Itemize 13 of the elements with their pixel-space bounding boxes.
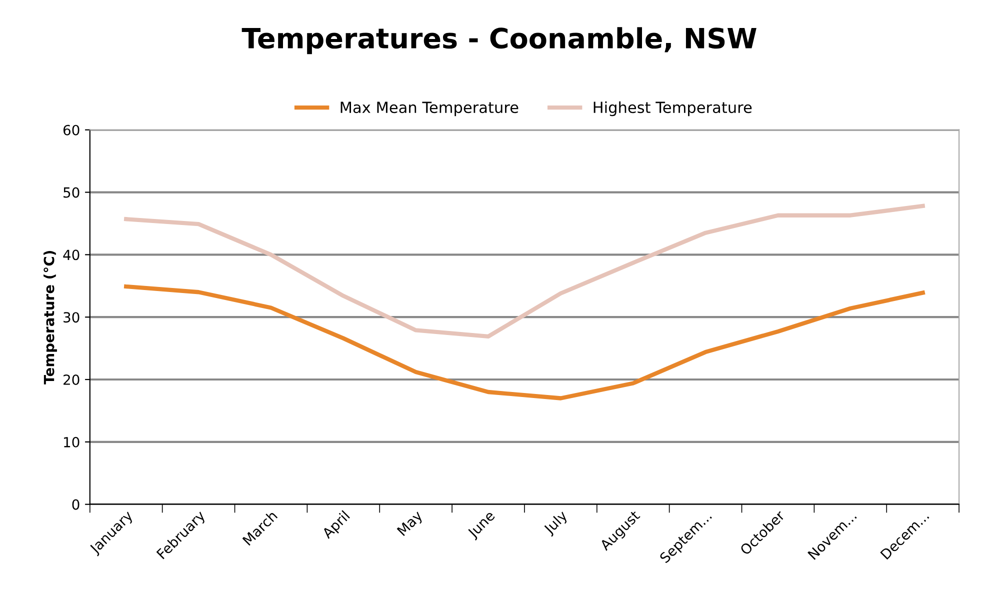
y-tick-label: 40 (63, 250, 80, 260)
legend-label: Highest Temperature (594, 101, 752, 116)
chart-title: Temperatures - Coonamble, NSW (242, 27, 756, 54)
line-series (124, 204, 925, 339)
y-tick-label: 20 (64, 374, 80, 385)
y-tick-label: 30 (64, 312, 80, 323)
y-tick-label: 10 (64, 436, 80, 448)
line-series (124, 284, 925, 400)
y-tick-label: 60 (63, 124, 80, 136)
y-tick-label: 0 (72, 499, 80, 510)
y-tick-label: 50 (64, 187, 80, 198)
legend-label: Max Mean Temperature (340, 102, 518, 116)
y-axis-title: Temperature (°C) (44, 251, 57, 384)
